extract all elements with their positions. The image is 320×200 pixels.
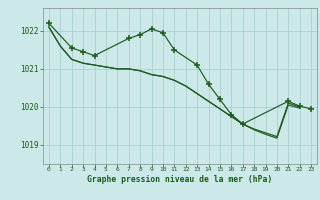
X-axis label: Graphe pression niveau de la mer (hPa): Graphe pression niveau de la mer (hPa) — [87, 175, 273, 184]
